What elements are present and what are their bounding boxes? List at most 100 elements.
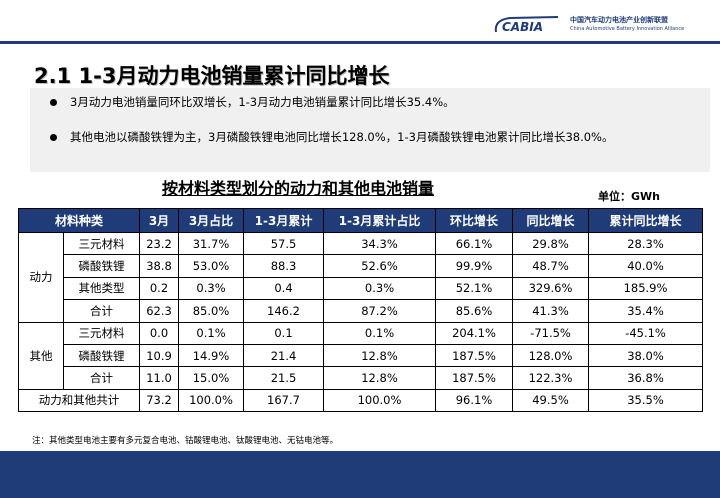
type-cell: 三元材料 [62,231,141,256]
type-cell: 磷酸铁锂 [62,254,141,278]
group-label: 其他 [18,321,64,390]
table-title: 按材料类型划分的动力和其他电池销量 [162,179,435,198]
table-cell: 0.0 [139,321,180,345]
table-row: 合计 11.0 15.0% 21.5 12.8% 187.5% 122.3% 3… [19,366,704,390]
type-cell: 合计 [62,366,141,390]
table-cell: 40.0% [588,254,704,278]
table-cell: 14.9% [178,343,245,368]
table-cell: 0.1% [178,321,245,345]
table-cell: 57.5 [243,231,325,256]
column-header: 1-3月累计占比 [323,208,437,233]
table-cell: 0.1 [243,321,325,345]
table-row: 合计 62.3 85.0% 146.2 87.2% 85.6% 41.3% 35… [19,299,704,323]
table-cell: 66.1% [435,231,514,256]
column-header: 环比增长 [435,208,514,233]
table-cell: 12.8% [323,366,437,390]
column-header: 3月 [139,208,180,233]
table-cell: 88.3 [243,254,325,278]
org-name-cn: 中国汽车动力电池产业创新联盟 [570,16,668,24]
table-cell: 41.3% [512,299,590,323]
table-cell: 21.5 [243,366,325,390]
footnote: 注：其他类型电池主要有多元复合电池、钴酸锂电池、钛酸锂电池、无钴电池等。 [32,436,339,446]
table-cell: 187.5% [435,343,514,368]
svg-text:CABIA: CABIA [502,20,543,34]
table-header-row: 材料种类 3月 3月占比 1-3月累计 1-3月累计占比 环比增长 同比增长 累… [17,208,704,233]
table-cell: 35.5% [588,388,704,413]
table-cell: 73.2 [139,388,180,413]
type-cell: 合计 [62,299,141,323]
battery-sales-table: 材料种类 3月 3月占比 1-3月累计 1-3月累计占比 环比增长 同比增长 累… [17,208,704,413]
table-cell: 11.0 [139,366,180,390]
table-cell: 0.1% [323,321,437,345]
table-cell: 167.7 [243,388,325,413]
table-cell: 21.4 [243,343,325,368]
type-cell: 三元材料 [62,321,141,345]
table-cell: 122.3% [512,366,590,390]
table-cell: 0.3% [178,276,245,301]
table-cell: 34.3% [323,231,437,256]
table-row: 其他类型 0.2 0.3% 0.4 0.3% 52.1% 329.6% 185.… [19,276,704,301]
table-cell: 10.9 [139,343,180,368]
type-cell: 磷酸铁锂 [62,343,141,368]
table-cell: 36.8% [588,366,704,390]
table-cell: 0.3% [323,276,437,301]
table-cell: 204.1% [435,321,514,345]
table-cell: 87.2% [323,299,437,323]
table-cell: 0.2 [139,276,180,301]
table-cell: 329.6% [512,276,590,301]
table-cell: 185.9% [588,276,704,301]
column-header: 累计同比增长 [588,208,704,233]
table-cell: 62.3 [139,299,180,323]
table-cell: 35.4% [588,299,704,323]
table-cell: 96.1% [435,388,514,413]
slide-title: 2.1 1-3月动力电池销量累计同比增长 [34,64,390,88]
table-cell: 29.8% [512,231,590,256]
bullet-text: 3月动力电池销量同环比双增长，1-3月动力电池销量累计同比增长35.4%。 [70,95,455,109]
table-cell: 100.0% [323,388,437,413]
table-cell: 187.5% [435,366,514,390]
table-cell: 128.0% [512,343,590,368]
footer-band [0,451,720,498]
bullet-dot-icon [50,134,57,141]
table-cell: 38.8 [139,254,180,278]
table-cell: -71.5% [512,321,590,345]
bullet-dot-icon [50,99,57,106]
type-cell: 其他类型 [62,276,141,301]
column-header: 材料种类 [17,208,141,233]
table-cell: 99.9% [435,254,514,278]
cabia-logo: CABIA [494,16,559,34]
table-cell: 52.1% [435,276,514,301]
bullet-text: 其他电池以磷酸铁锂为主，3月磷酸铁锂电池同比增长128.0%，1-3月磷酸铁锂电… [70,130,614,144]
table-cell: 23.2 [139,231,180,256]
table-cell: 12.8% [323,343,437,368]
total-label: 动力和其他共计 [17,388,141,413]
table-cell: -45.1% [588,321,704,345]
table-cell: 38.0% [588,343,704,368]
column-header: 3月占比 [178,208,245,233]
bullet-item: 其他电池以磷酸铁锂为主，3月磷酸铁锂电池同比增长128.0%，1-3月磷酸铁锂电… [50,128,714,147]
header-divider [0,41,720,44]
column-header: 同比增长 [512,208,590,233]
table-row: 动力 三元材料 23.2 31.7% 57.5 34.3% 66.1% 29.8… [18,231,704,323]
column-header: 1-3月累计 [243,208,325,233]
table-cell: 28.3% [588,231,704,256]
org-name-en: China Automotive Battery Innovation Alli… [570,26,685,32]
unit-label: 单位：GWh [598,190,660,203]
table-cell: 48.7% [512,254,590,278]
table-cell: 85.6% [435,299,514,323]
bullet-box: 3月动力电池销量同环比双增长，1-3月动力电池销量累计同比增长35.4%。 其他… [30,88,710,172]
table-cell: 49.5% [512,388,590,413]
slide-header: CABIA 中国汽车动力电池产业创新联盟 China Automotive Ba… [0,0,720,44]
table-cell: 31.7% [178,231,245,256]
table-row: 其他 三元材料 0.0 0.1% 0.1 0.1% 204.1% -71.5% … [18,321,704,390]
table-cell: 52.6% [323,254,437,278]
table-row: 磷酸铁锂 38.8 53.0% 88.3 52.6% 99.9% 48.7% 4… [19,254,704,278]
table-row: 磷酸铁锂 10.9 14.9% 21.4 12.8% 187.5% 128.0%… [19,343,704,368]
bullet-item: 3月动力电池销量同环比双增长，1-3月动力电池销量累计同比增长35.4%。 [50,93,700,112]
table-cell: 85.0% [178,299,245,323]
table-total-row: 动力和其他共计 73.2 100.0% 167.7 100.0% 96.1% 4… [17,388,704,413]
table-cell: 100.0% [178,388,245,413]
group-label: 动力 [18,232,64,323]
table-cell: 0.4 [243,276,325,301]
table-cell: 146.2 [243,299,325,323]
